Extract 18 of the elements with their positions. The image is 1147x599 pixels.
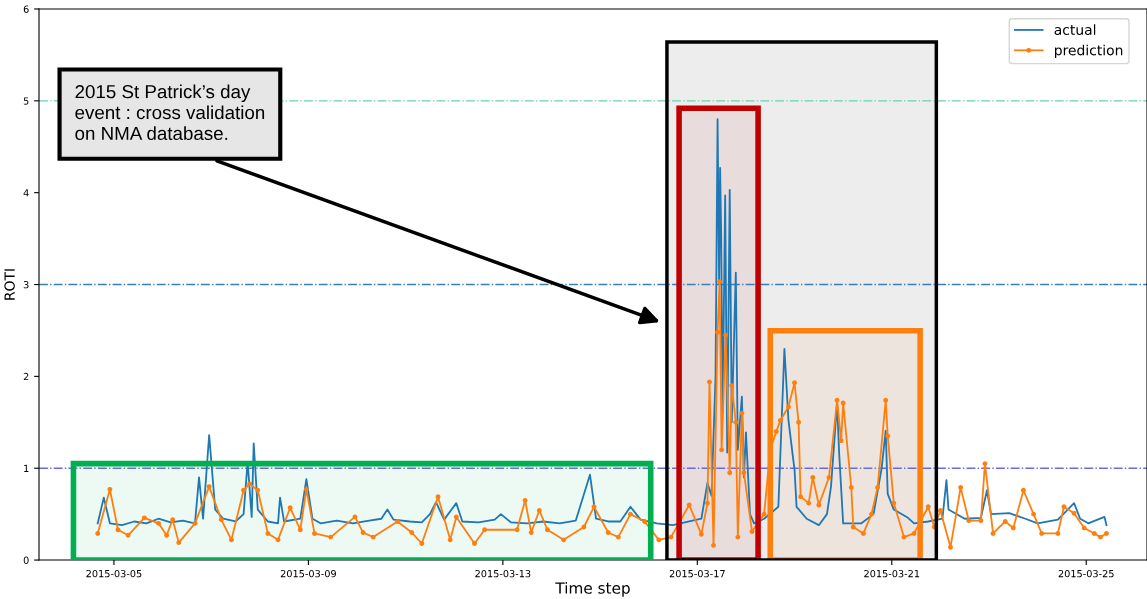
annotation: 2015 St Patrick’s day event : cross validation on NMA database. [75,84,265,141]
x-tick-label: 2015-03-17 [669,569,725,578]
y-tick-label: 4 [23,189,29,197]
x-tick-label: 2015-03-13 [475,569,531,578]
x-tick-label: 2015-03-09 [280,569,336,578]
y-tick-label: 2 [23,372,29,381]
y-tick-label: 0 [23,556,29,564]
y-tick-label: 1 [24,464,29,472]
legend-label: actual [1054,24,1096,35]
legend-label: prediction [1055,44,1123,59]
y-tick-label: 5 [23,97,29,105]
y-tick-label: 6 [23,5,29,13]
y-tick-label: 3 [23,281,29,289]
x-tick-label: 2015-03-21 [864,569,920,578]
x-axis-title: Time step [555,581,630,597]
x-tick-label: 2015-03-05 [86,569,142,578]
x-tick-label: 2015-03-25 [1058,569,1114,578]
y-axis-title: ROTI [4,269,15,300]
